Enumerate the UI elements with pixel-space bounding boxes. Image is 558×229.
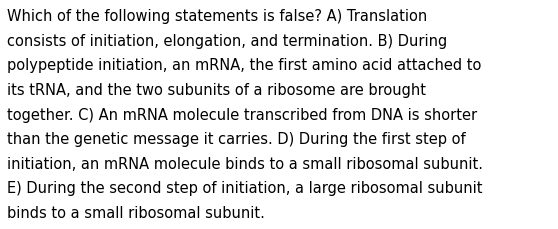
Text: its tRNA, and the two subunits of a ribosome are brought: its tRNA, and the two subunits of a ribo… [7,83,426,98]
Text: than the genetic message it carries. D) During the first step of: than the genetic message it carries. D) … [7,132,466,147]
Text: consists of initiation, elongation, and termination. B) During: consists of initiation, elongation, and … [7,34,448,49]
Text: E) During the second step of initiation, a large ribosomal subunit: E) During the second step of initiation,… [7,181,483,196]
Text: together. C) An mRNA molecule transcribed from DNA is shorter: together. C) An mRNA molecule transcribe… [7,107,478,122]
Text: Which of the following statements is false? A) Translation: Which of the following statements is fal… [7,9,427,24]
Text: binds to a small ribosomal subunit.: binds to a small ribosomal subunit. [7,205,265,220]
Text: polypeptide initiation, an mRNA, the first amino acid attached to: polypeptide initiation, an mRNA, the fir… [7,58,482,73]
Text: initiation, an mRNA molecule binds to a small ribosomal subunit.: initiation, an mRNA molecule binds to a … [7,156,483,171]
